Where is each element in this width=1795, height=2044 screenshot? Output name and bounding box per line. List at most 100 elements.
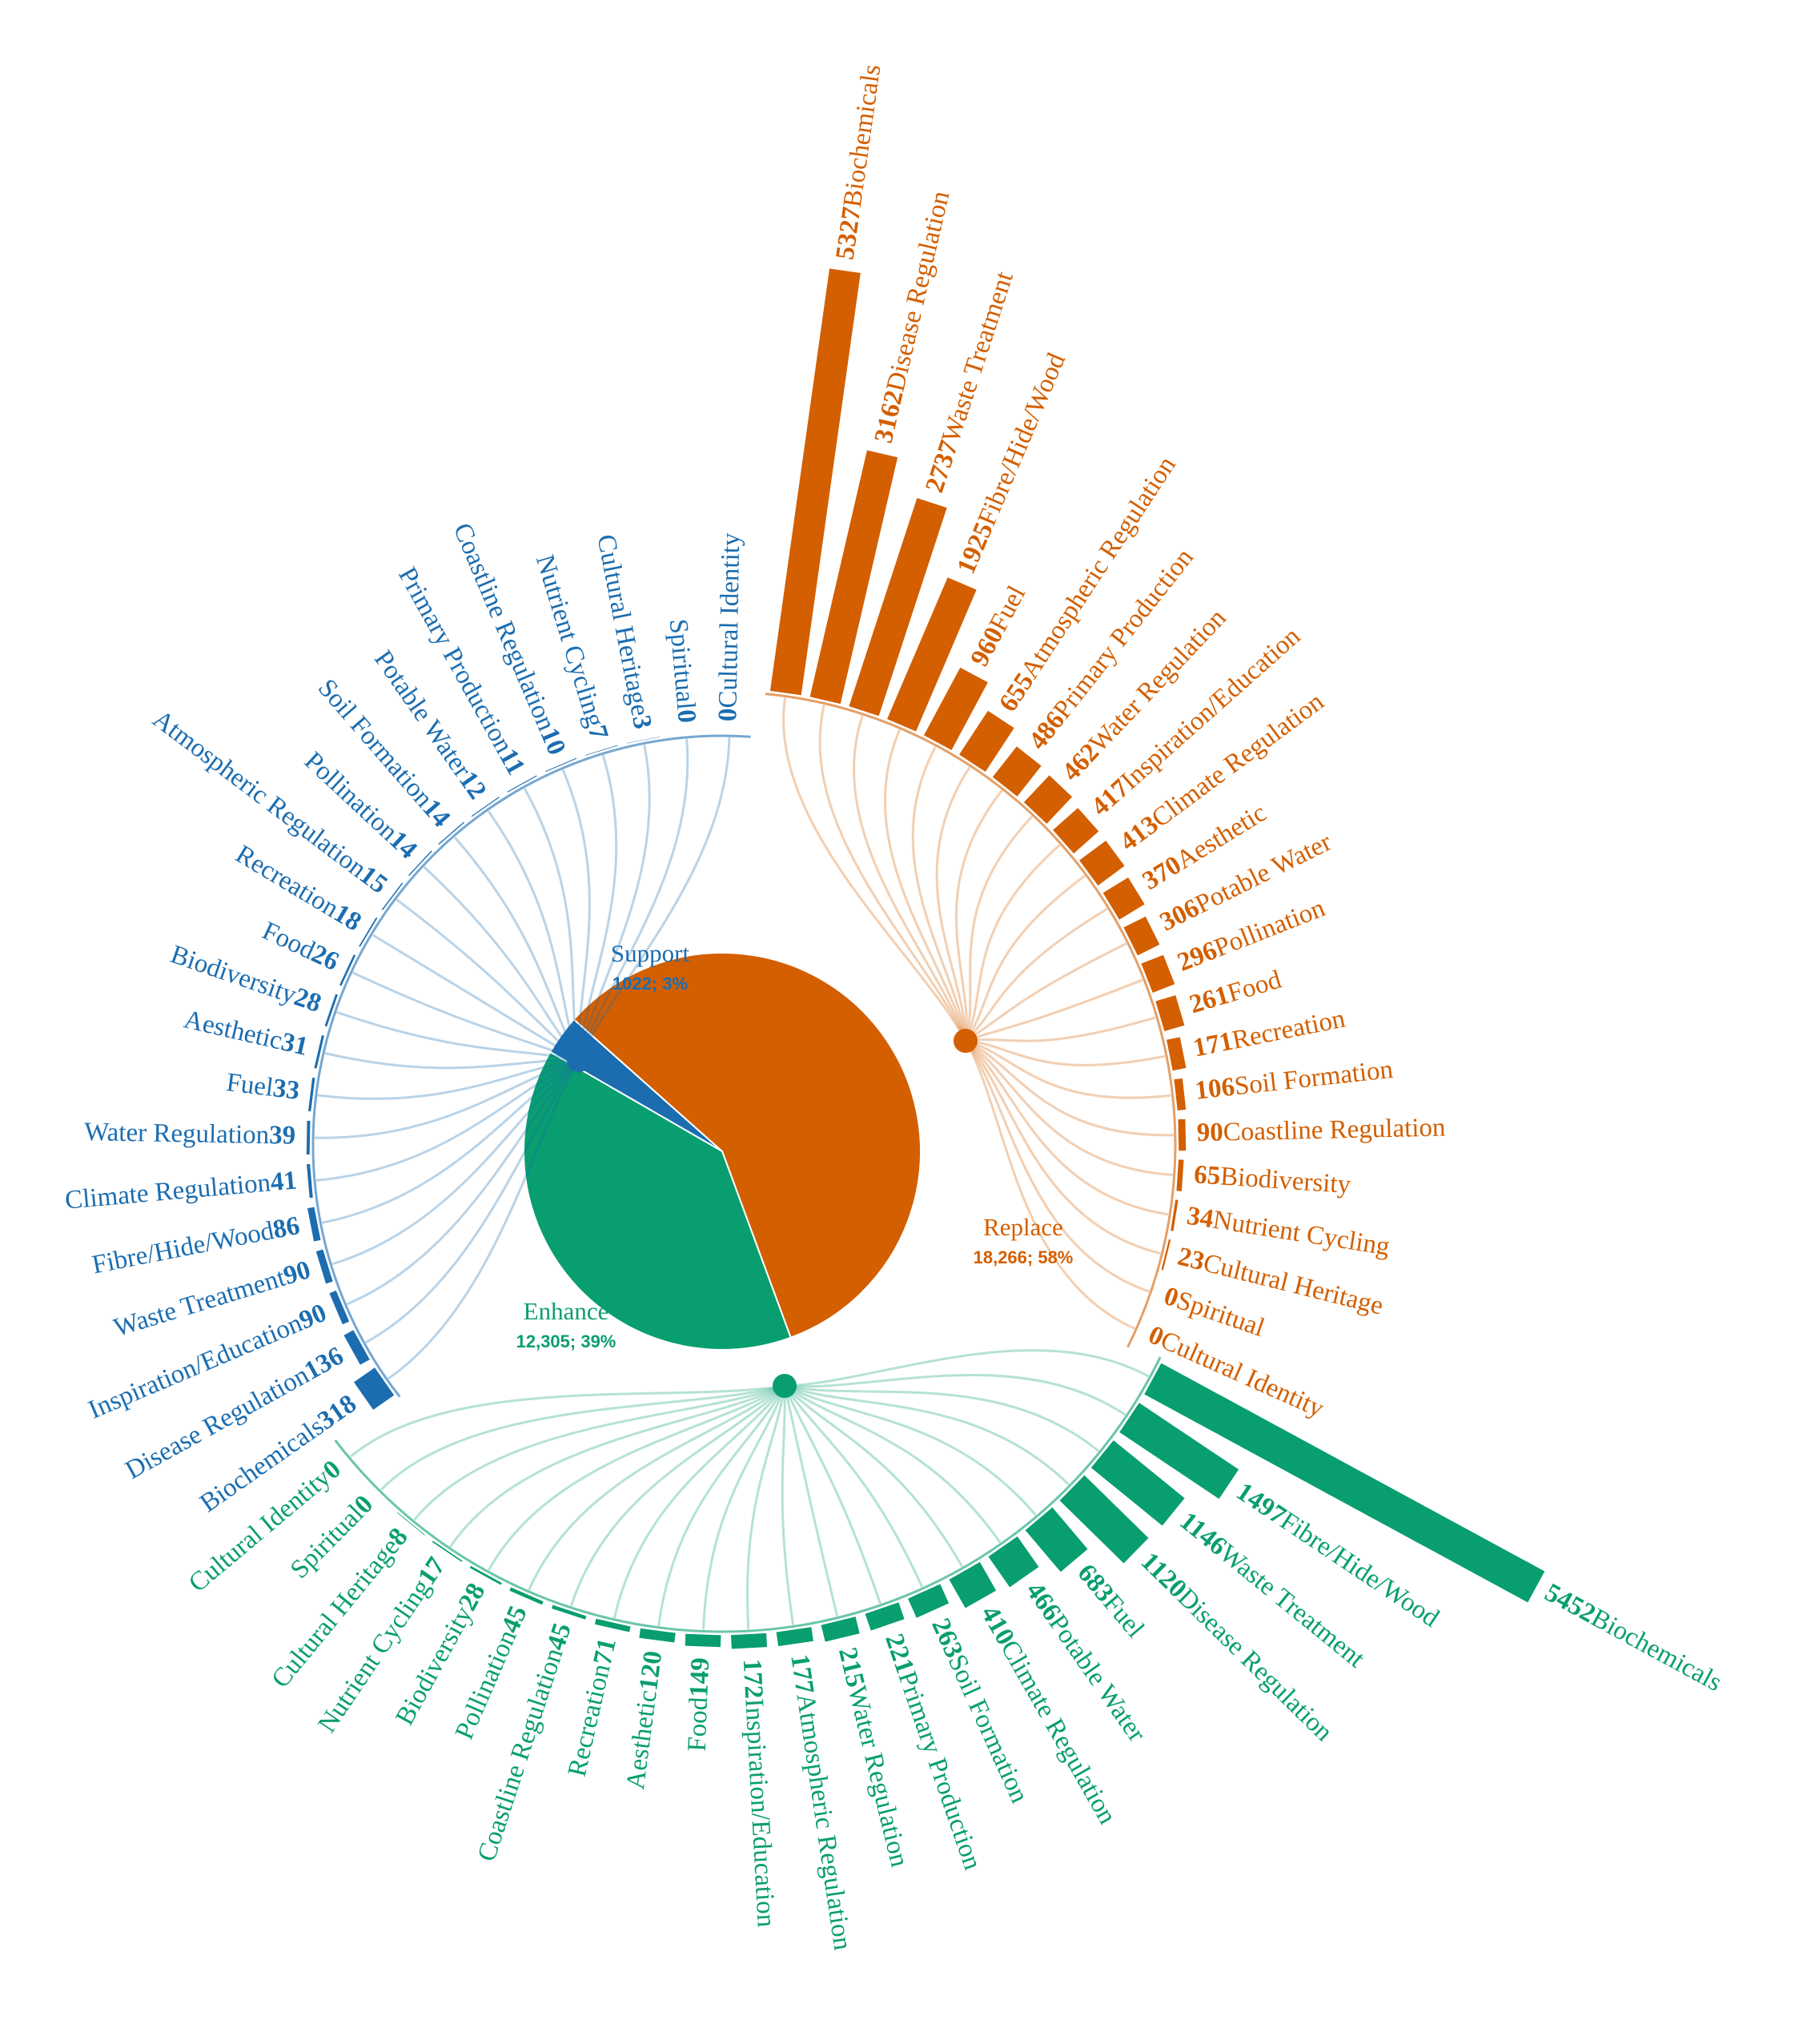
bar-label: Food149 <box>682 1657 715 1753</box>
bar <box>408 850 432 877</box>
category-label: Soil Formation <box>1233 1054 1395 1101</box>
link-curve <box>965 1039 1174 1137</box>
bar <box>1025 1507 1088 1572</box>
bar <box>1119 1403 1239 1500</box>
link-curve <box>702 1385 786 1630</box>
category-label: Water Regulation <box>1084 604 1232 758</box>
link-curve <box>784 1384 1070 1486</box>
base-arc <box>765 693 1177 1348</box>
category-label: Coastline Regulation <box>1223 1113 1445 1146</box>
link-curve <box>379 1384 785 1491</box>
category-label: Food <box>682 1697 713 1753</box>
link-curve <box>965 942 1127 1042</box>
link-curve <box>315 1058 580 1139</box>
base-arc <box>311 734 751 1398</box>
bar <box>381 882 404 910</box>
bar <box>769 268 861 696</box>
pie-label: Replace <box>983 1213 1063 1241</box>
value-label: 86 <box>271 1211 302 1245</box>
category-label: Recreation <box>562 1661 616 1779</box>
link-curve <box>781 1385 795 1625</box>
link-curve <box>449 1384 785 1548</box>
bar <box>988 1536 1039 1588</box>
link-curve <box>784 1384 1002 1544</box>
link-curve <box>388 1059 580 1380</box>
bar <box>397 1512 425 1536</box>
link-curve <box>935 766 971 1042</box>
pie-value-label: 12,305; 39% <box>516 1331 616 1351</box>
bar <box>438 821 465 845</box>
bar-label: 261Food <box>1187 965 1285 1019</box>
bar <box>1102 877 1145 920</box>
bar <box>1171 1199 1179 1231</box>
pie-slice <box>523 1050 792 1351</box>
link-curve <box>523 788 580 1061</box>
bar-label: 5452Biochemicals <box>1540 1578 1727 1697</box>
category-label: Waste Treatment <box>936 268 1018 446</box>
link-curve <box>488 1384 785 1571</box>
value-label: 39 <box>269 1121 296 1151</box>
link-curve <box>487 810 580 1061</box>
value-label: 106 <box>1194 1072 1236 1105</box>
bar <box>324 994 338 1027</box>
bar <box>809 450 898 705</box>
value-label: 31 <box>279 1027 311 1062</box>
bar <box>509 1587 544 1605</box>
bar <box>306 1120 311 1155</box>
value-label: 2737 <box>920 437 964 496</box>
category-label: Fuel <box>225 1068 275 1102</box>
link-curve <box>346 1058 580 1306</box>
link-curve <box>352 971 580 1062</box>
bar <box>1141 954 1175 993</box>
bar <box>639 1628 676 1643</box>
bar <box>1090 1440 1185 1526</box>
bar-label: Food26 <box>258 916 343 976</box>
pie-label: Support <box>611 939 690 967</box>
link-curve <box>783 1385 839 1617</box>
bar <box>908 1584 950 1618</box>
bar <box>552 1604 587 1620</box>
category-label: Cultural Identity <box>713 532 745 709</box>
value-label: 3162 <box>869 388 909 445</box>
category-label: Climate Regulation <box>64 1168 272 1215</box>
link-curve <box>784 1374 1126 1416</box>
link-curve <box>818 705 967 1042</box>
bar <box>865 1602 905 1631</box>
pie-slice <box>572 951 922 1339</box>
link-curve <box>911 746 967 1042</box>
category-label: Spiritual <box>664 618 701 711</box>
link-curve <box>964 874 1086 1042</box>
link-curve <box>746 1385 786 1630</box>
value-label: 3 <box>627 713 657 731</box>
value-label: 120 <box>634 1649 668 1693</box>
bar <box>1176 1159 1184 1191</box>
bar <box>1161 1239 1171 1271</box>
value-label: 171 <box>1191 1026 1235 1062</box>
bar <box>1174 1078 1187 1111</box>
bar-label: Water Regulation39 <box>84 1118 296 1151</box>
link-curve <box>612 1385 786 1619</box>
bar-group: 5452Biochemicals1497Fibre/Hide/Wood1146W… <box>183 1349 1727 1952</box>
group-node <box>773 1374 797 1398</box>
link-curve <box>964 1039 1161 1255</box>
group-node <box>567 1048 591 1072</box>
link-curve <box>657 1385 786 1626</box>
pie-label: Enhance <box>524 1297 609 1325</box>
bar <box>1155 995 1185 1032</box>
link-curve <box>965 1039 1169 1216</box>
bar <box>924 667 988 750</box>
category-label: Disease Regulation <box>881 188 955 394</box>
link-curve <box>577 737 731 1061</box>
link-curve <box>336 1010 580 1062</box>
value-label: 33 <box>271 1074 301 1106</box>
bar <box>887 577 977 732</box>
link-curve <box>349 1384 785 1458</box>
value-label: 90 <box>1196 1118 1223 1147</box>
bar <box>1144 1363 1545 1603</box>
category-label: Fibre/Hide/Wood <box>972 348 1071 529</box>
category-label: Water Regulation <box>842 1683 914 1869</box>
category-label: Cultural Heritage <box>266 1532 405 1693</box>
link-curve <box>782 697 967 1042</box>
bar <box>343 1330 370 1365</box>
bar-label: 106Soil Formation <box>1194 1054 1395 1105</box>
